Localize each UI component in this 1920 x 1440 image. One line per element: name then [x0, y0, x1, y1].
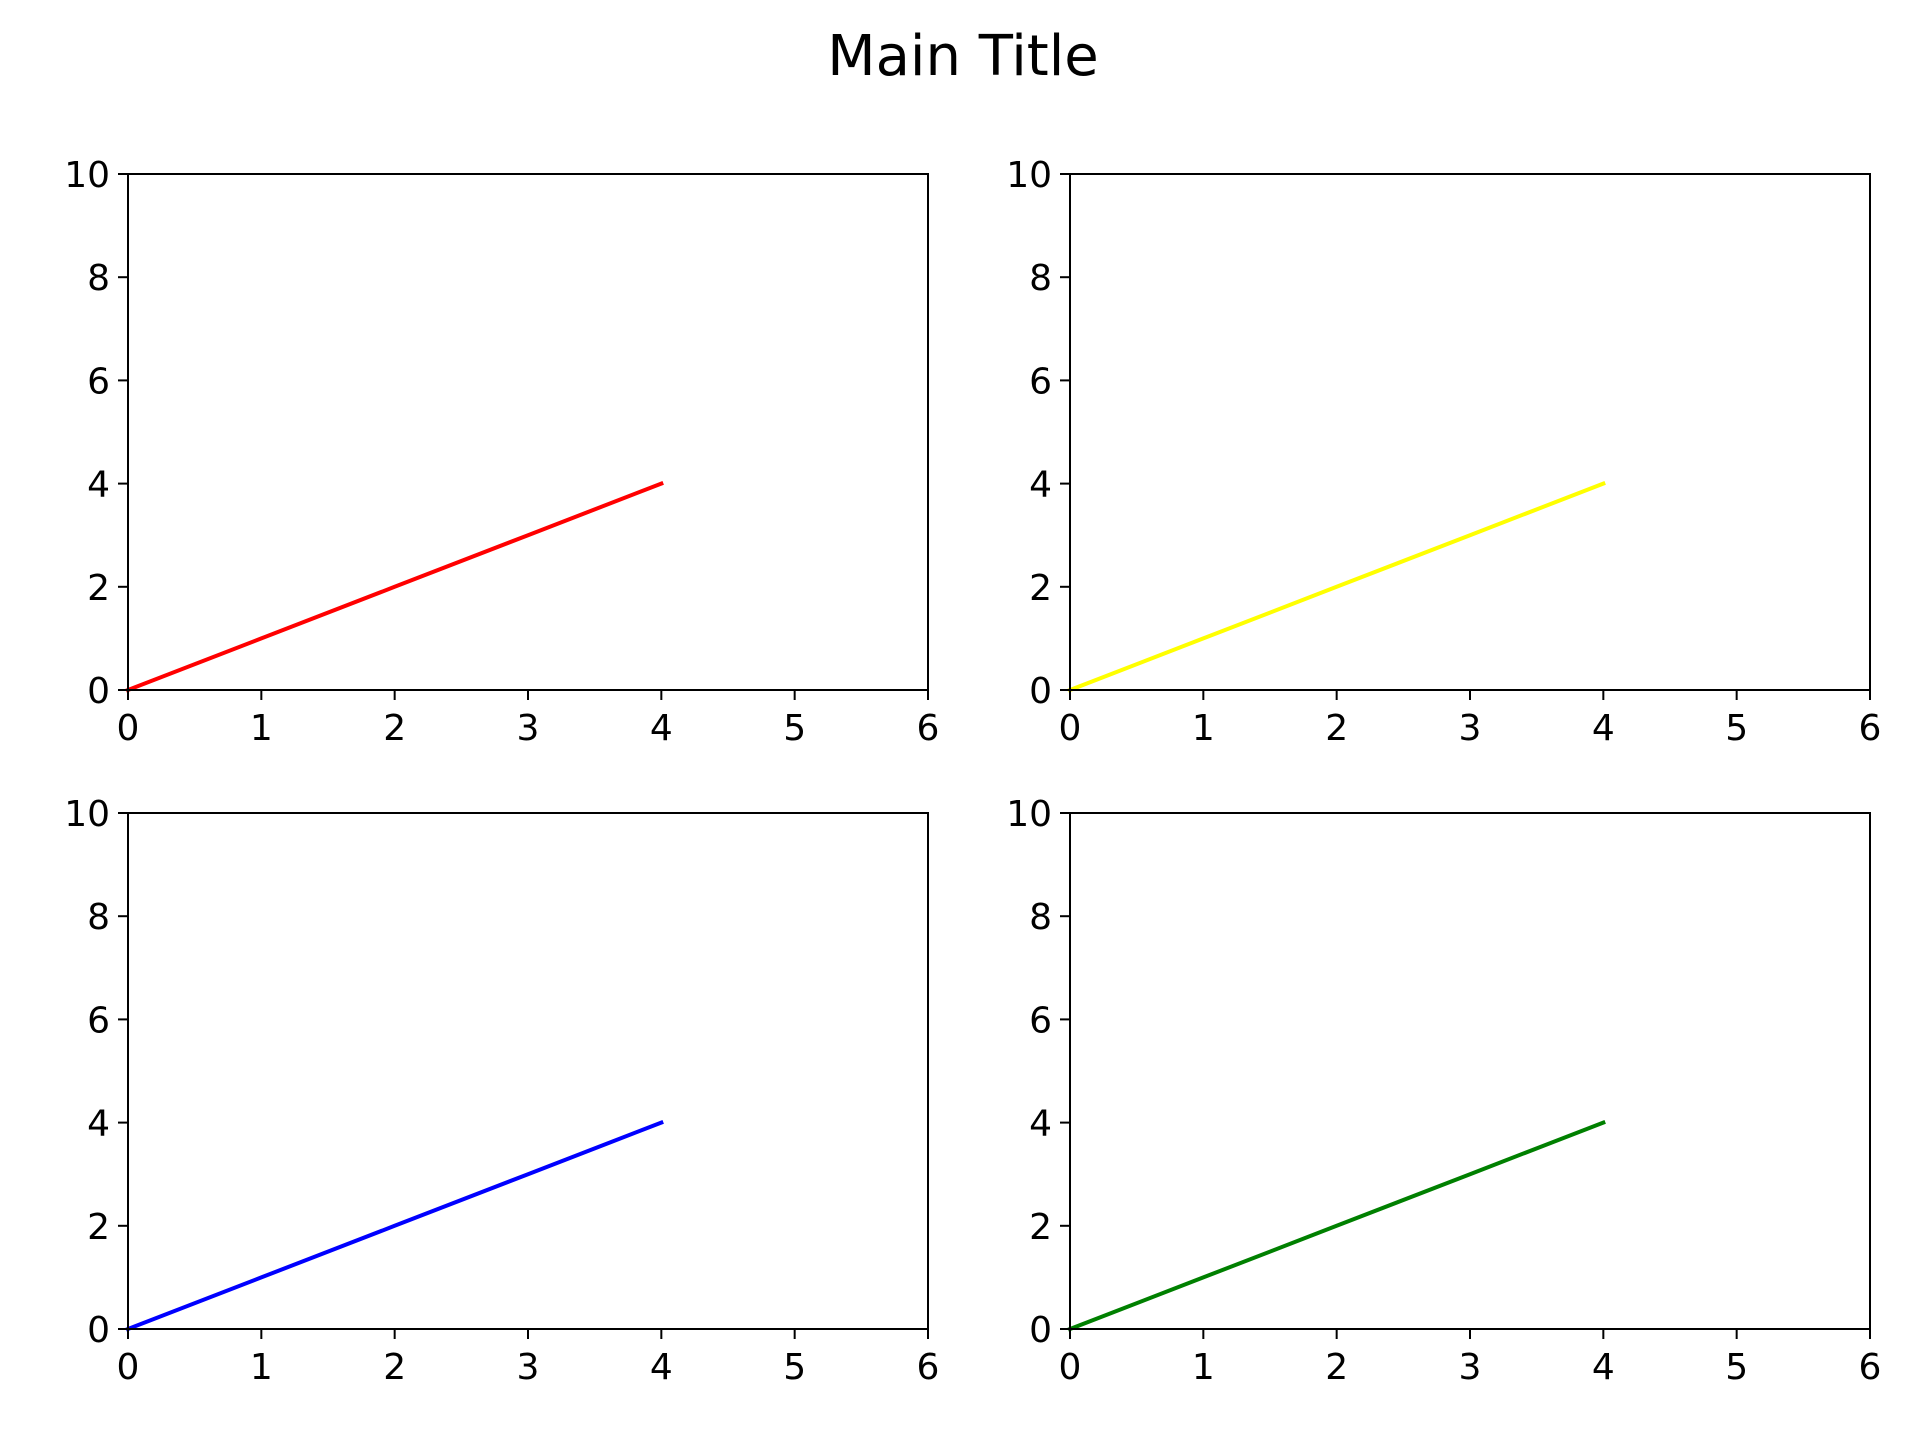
x-tick-label: 1 — [250, 708, 273, 749]
x-tick-label: 6 — [1859, 1347, 1882, 1388]
x-tick-label: 3 — [517, 1347, 540, 1388]
y-tick-label: 0 — [1029, 1310, 1052, 1351]
series-line-0 — [125, 1120, 664, 1332]
x-tick-label: 5 — [1725, 708, 1748, 749]
y-tick-label: 6 — [87, 1000, 110, 1041]
x-tick-label: 4 — [650, 1347, 673, 1388]
x-tick-label: 1 — [1192, 1347, 1215, 1388]
y-tick-label: 10 — [64, 155, 110, 196]
y-tick-label: 6 — [87, 361, 110, 402]
y-tick-label: 6 — [1029, 1000, 1052, 1041]
x-tick-label: 0 — [1059, 1347, 1082, 1388]
y-tick-label: 8 — [87, 258, 110, 299]
y-tick-label: 0 — [1029, 671, 1052, 712]
subplot-top-left: 0 1 2 3 4 5 6 0 2 4 6 8 10 — [64, 155, 939, 749]
x-tick-label: 2 — [1325, 1347, 1348, 1388]
series-line-0 — [1067, 1120, 1606, 1332]
subplot-top-right: 0 1 2 3 4 5 6 0 2 4 6 8 10 — [1006, 155, 1881, 749]
y-tick-label: 4 — [1029, 465, 1052, 506]
x-tick-label: 0 — [117, 708, 140, 749]
x-tick-label: 2 — [383, 1347, 406, 1388]
subplot-bottom-left: 0 1 2 3 4 5 6 0 2 4 6 8 10 — [64, 794, 939, 1388]
axes-frame — [127, 173, 929, 691]
x-tick-label: 1 — [1192, 708, 1215, 749]
y-tick-label: 8 — [87, 897, 110, 938]
axes-frame — [127, 812, 929, 1330]
axes-frame — [1069, 812, 1871, 1330]
y-tick-label: 4 — [1029, 1104, 1052, 1145]
x-tick-label: 0 — [1059, 708, 1082, 749]
series-line-0 — [1067, 481, 1606, 693]
y-tick-label: 6 — [1029, 361, 1052, 402]
y-tick-label: 0 — [87, 1310, 110, 1351]
x-tick-label: 5 — [783, 1347, 806, 1388]
y-tick-label: 10 — [64, 794, 110, 835]
x-tick-label: 1 — [250, 1347, 273, 1388]
series-line-0 — [125, 481, 664, 693]
x-tick-label: 3 — [1459, 1347, 1482, 1388]
y-tick-label: 8 — [1029, 258, 1052, 299]
x-tick-label: 0 — [117, 1347, 140, 1388]
x-tick-label: 6 — [917, 708, 940, 749]
y-tick-label: 4 — [87, 465, 110, 506]
y-tick-label: 4 — [87, 1104, 110, 1145]
y-tick-label: 2 — [1029, 568, 1052, 609]
y-tick-label: 2 — [1029, 1207, 1052, 1248]
axes-frame — [1069, 173, 1871, 691]
x-tick-label: 4 — [1592, 1347, 1615, 1388]
y-tick-label: 0 — [87, 671, 110, 712]
x-tick-label: 3 — [1459, 708, 1482, 749]
y-tick-label: 2 — [87, 1207, 110, 1248]
x-tick-label: 6 — [1859, 708, 1882, 749]
subplot-bottom-right: 0 1 2 3 4 5 6 0 2 4 6 8 10 — [1006, 794, 1881, 1388]
x-tick-label: 2 — [383, 708, 406, 749]
x-tick-label: 2 — [1325, 708, 1348, 749]
x-tick-label: 5 — [783, 708, 806, 749]
x-tick-label: 5 — [1725, 1347, 1748, 1388]
x-tick-label: 4 — [1592, 708, 1615, 749]
y-tick-label: 10 — [1006, 155, 1052, 196]
y-tick-label: 10 — [1006, 794, 1052, 835]
y-tick-label: 2 — [87, 568, 110, 609]
y-tick-label: 8 — [1029, 897, 1052, 938]
x-tick-label: 3 — [517, 708, 540, 749]
x-tick-label: 4 — [650, 708, 673, 749]
figure-title: Main Title — [827, 24, 1099, 89]
x-tick-label: 6 — [917, 1347, 940, 1388]
